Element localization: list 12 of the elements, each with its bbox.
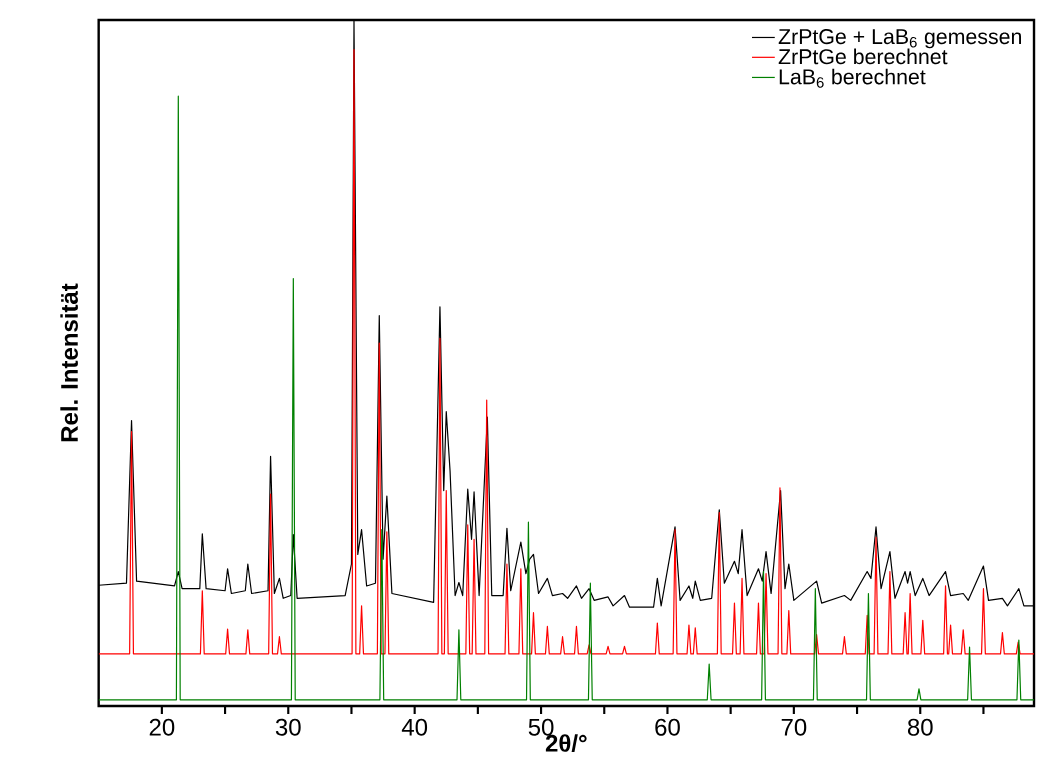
x-tick-label: 20 [149,718,175,736]
x-tick-label: 70 [781,718,807,736]
y-axis-title: Rel. Intensität [60,283,78,442]
legend-label: ZrPtGe berechnet [778,48,948,65]
x-axis-title: 2θ/° [545,734,587,753]
legend-label: LaB$_{6}$ berechnet [779,68,926,88]
x-tick-label: 30 [275,718,301,736]
x-tick-label: 40 [401,718,428,736]
x-tick-label: 60 [655,718,680,736]
legend-label: ZrPtGe + LaB$_{6}$ gemessen [778,29,1021,49]
x-tick-label: 80 [907,718,933,736]
x-tick-label: 50 [528,718,554,736]
